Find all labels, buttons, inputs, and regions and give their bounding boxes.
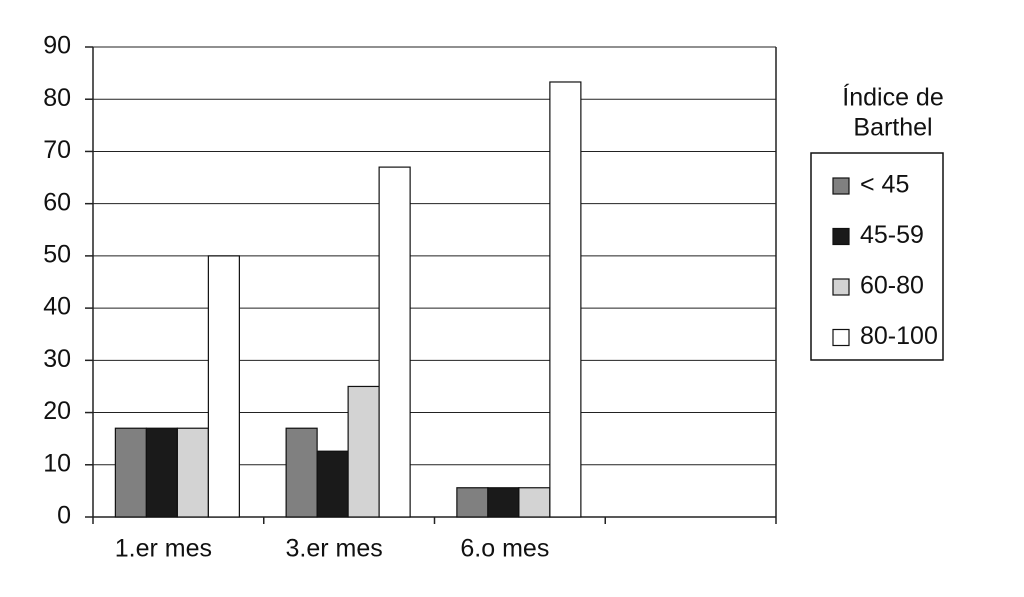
bar <box>114 427 147 518</box>
x-tick-label: 3.er mes <box>285 535 382 563</box>
bar <box>549 81 582 518</box>
bar <box>207 255 240 518</box>
y-tick-label: 50 <box>43 240 71 268</box>
bar <box>145 427 178 518</box>
legend-label: 60-80 <box>860 272 924 300</box>
legend-swatch <box>832 278 850 296</box>
legend-label: 45-59 <box>860 221 924 249</box>
legend-swatch <box>832 328 850 347</box>
bar <box>378 166 411 518</box>
bar <box>176 427 209 518</box>
y-tick-label: 0 <box>57 502 71 530</box>
legend-label: 80-100 <box>860 322 938 350</box>
legend-label: < 45 <box>860 171 909 199</box>
y-tick-label: 20 <box>43 397 71 425</box>
legend-swatch <box>832 227 850 246</box>
x-tick-label: 1.er mes <box>115 535 212 563</box>
bar <box>487 487 520 518</box>
y-tick-label: 60 <box>43 188 71 216</box>
y-tick-label: 10 <box>43 449 71 477</box>
y-tick-label: 90 <box>43 32 71 60</box>
bar <box>285 427 318 518</box>
y-tick-label: 70 <box>43 136 71 164</box>
bar <box>347 385 380 518</box>
y-tick-label: 80 <box>43 84 71 112</box>
bar <box>518 487 551 518</box>
y-tick-label: 40 <box>43 293 71 321</box>
legend-title: Índice de <box>842 83 943 112</box>
y-tick-label: 30 <box>43 345 71 373</box>
legend-swatch <box>832 177 850 195</box>
bar <box>456 487 489 518</box>
x-tick-label: 6.o mes <box>460 535 549 563</box>
legend-title: Barthel <box>853 114 932 142</box>
bar <box>316 450 349 518</box>
